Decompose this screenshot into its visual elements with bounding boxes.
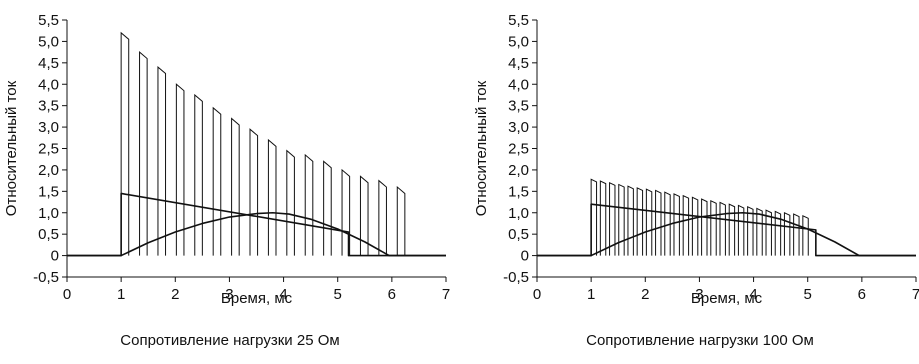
current-pulse xyxy=(618,183,625,256)
current-pulse xyxy=(783,211,791,256)
current-pulse xyxy=(627,185,634,256)
current-pulse xyxy=(267,138,277,256)
x-tick-label: 1 xyxy=(587,286,595,303)
chart-panel-right: -0,5 0 0,5 1,0 1,5 2,0 2,5 3,0 3,5 4,0 4,5 5,0 5,5 0 1… xyxy=(470,0,919,364)
smooth-curve-line xyxy=(537,211,916,257)
current-pulse xyxy=(194,93,203,256)
current-pulse xyxy=(157,66,167,256)
y-tick-label: 3,5 xyxy=(38,98,59,115)
chart-left-svg: -0,500,51,01,52,02,53,03,54,04,55,05,50 1… xyxy=(3,12,450,307)
y-tick-label: 3,0 xyxy=(38,119,59,136)
smooth-curve-line xyxy=(67,211,446,257)
current-pulse xyxy=(323,160,332,256)
y-tick-label: 2,5 xyxy=(508,141,529,158)
y-tick-label: 0 xyxy=(521,248,529,265)
y-tick-label: 5,0 xyxy=(38,33,59,50)
x-tick-label: 6 xyxy=(858,286,866,303)
y-axis-label: Относительный ток xyxy=(473,80,490,216)
x-tick-label: 2 xyxy=(641,286,649,303)
x-tick-label: 5 xyxy=(334,286,342,303)
current-pulse xyxy=(249,128,259,256)
x-tick-label: 4 xyxy=(279,286,287,303)
current-pulse xyxy=(212,106,222,256)
chart-right-svg: -0,500,51,01,52,02,53,03,54,04,55,05,50 1… xyxy=(473,12,919,307)
current-pulse xyxy=(599,180,607,256)
x-tick-label: 2 xyxy=(171,286,179,303)
y-tick-label: 0,5 xyxy=(38,226,59,243)
y-tick-label: 2,0 xyxy=(38,162,59,179)
current-pulse xyxy=(728,203,736,256)
current-pulse xyxy=(682,194,690,256)
current-pulse xyxy=(664,191,671,256)
current-pulse xyxy=(304,153,314,256)
current-pulse xyxy=(231,117,240,256)
x-tick-label: 1 xyxy=(117,286,125,303)
current-pulse xyxy=(655,189,662,256)
current-pulse xyxy=(691,196,699,256)
y-tick-label: 4,5 xyxy=(508,55,529,72)
current-pulse xyxy=(378,179,387,256)
current-pulse xyxy=(710,199,717,256)
y-tick-label: 5,5 xyxy=(38,12,59,29)
y-tick-label: 1,0 xyxy=(508,205,529,222)
current-pulse xyxy=(590,178,598,256)
current-pulse xyxy=(719,201,726,256)
y-tick-label: 5,0 xyxy=(508,33,529,50)
current-pulse xyxy=(756,207,763,256)
y-tick-label: 5,5 xyxy=(508,12,529,29)
y-tick-label: 0 xyxy=(51,248,59,265)
y-tick-label: 2,5 xyxy=(38,141,59,158)
envelope-line xyxy=(537,203,916,257)
y-tick-label: 3,5 xyxy=(508,98,529,115)
current-pulse xyxy=(701,198,708,256)
y-tick-label: 1,5 xyxy=(38,183,59,200)
current-pulse xyxy=(341,168,351,256)
x-tick-label: 4 xyxy=(749,286,757,303)
x-tick-label: 3 xyxy=(695,286,703,303)
x-tick-label: 0 xyxy=(63,286,71,303)
x-tick-label: 7 xyxy=(442,286,450,303)
x-tick-label: 0 xyxy=(533,286,541,303)
current-pulse xyxy=(286,149,295,256)
current-pulse xyxy=(737,204,745,256)
chart-left-caption: Сопротивление нагрузки 25 Ом xyxy=(120,332,340,349)
x-tick-label: 6 xyxy=(388,286,396,303)
y-tick-label: 4,0 xyxy=(38,76,59,93)
current-pulse xyxy=(359,175,369,256)
chart-right-caption: Сопротивление нагрузки 100 Ом xyxy=(586,332,814,349)
y-tick-label: 1,5 xyxy=(508,183,529,200)
x-tick-label: 5 xyxy=(804,286,812,303)
current-pulse xyxy=(747,205,754,256)
current-pulse xyxy=(636,187,644,256)
current-pulse xyxy=(609,181,616,256)
current-pulse xyxy=(645,188,653,256)
y-tick-label: -0,5 xyxy=(503,269,529,286)
current-pulse xyxy=(120,31,130,256)
current-pulse xyxy=(793,213,800,256)
y-axis-label: Относительный ток xyxy=(3,80,20,216)
envelope-line xyxy=(67,192,446,257)
current-pulse xyxy=(802,214,809,256)
y-tick-label: 4,0 xyxy=(508,76,529,93)
x-axis-label: Время, мс xyxy=(221,290,293,307)
current-pulse xyxy=(765,209,772,256)
y-tick-label: 1,0 xyxy=(38,205,59,222)
x-tick-label: 7 xyxy=(912,286,919,303)
y-tick-label: 2,0 xyxy=(508,162,529,179)
current-pulse xyxy=(396,185,406,256)
x-axis-label: Время, мс xyxy=(691,290,763,307)
y-tick-label: 3,0 xyxy=(508,119,529,136)
x-tick-label: 3 xyxy=(225,286,233,303)
current-pulse xyxy=(774,210,782,256)
current-pulse xyxy=(139,51,148,256)
y-tick-label: 0,5 xyxy=(508,226,529,243)
chart-panel-left: -0,5 0 0,5 1,0 1,5 2,0 2,5 3,0 3,5 4,0 4,5 5,0 5,5 0 1… xyxy=(3,12,450,349)
y-tick-label: -0,5 xyxy=(33,269,59,286)
current-pulse xyxy=(175,83,185,256)
y-tick-label: 4,5 xyxy=(38,55,59,72)
current-pulse xyxy=(673,193,680,256)
